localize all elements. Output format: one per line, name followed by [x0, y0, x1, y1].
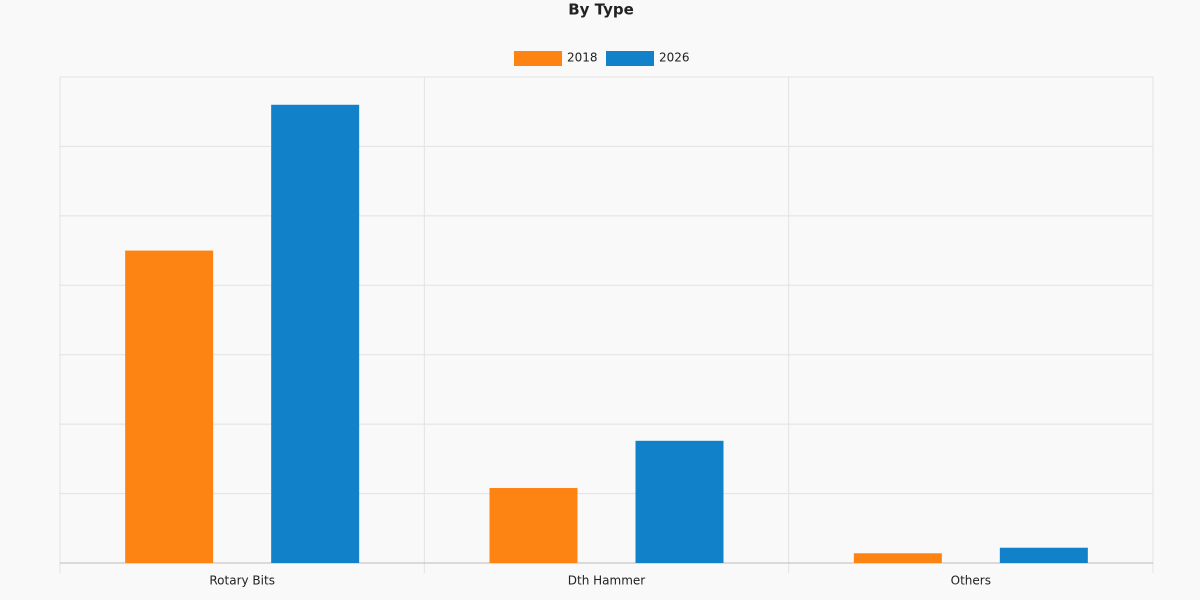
legend-swatch	[606, 51, 654, 66]
chart-title: By Type	[568, 1, 634, 19]
legend-label: 2026	[659, 51, 690, 65]
bar	[125, 250, 214, 564]
legend-swatch	[514, 51, 562, 66]
bar	[489, 488, 578, 563]
x-tick-label: Others	[951, 574, 991, 588]
x-tick-label: Dth Hammer	[568, 574, 646, 588]
bar	[853, 553, 942, 563]
bar	[635, 440, 724, 563]
bar	[271, 104, 360, 564]
x-tick-label: Rotary Bits	[209, 574, 275, 588]
bar	[999, 547, 1088, 563]
legend-label: 2018	[567, 51, 598, 65]
